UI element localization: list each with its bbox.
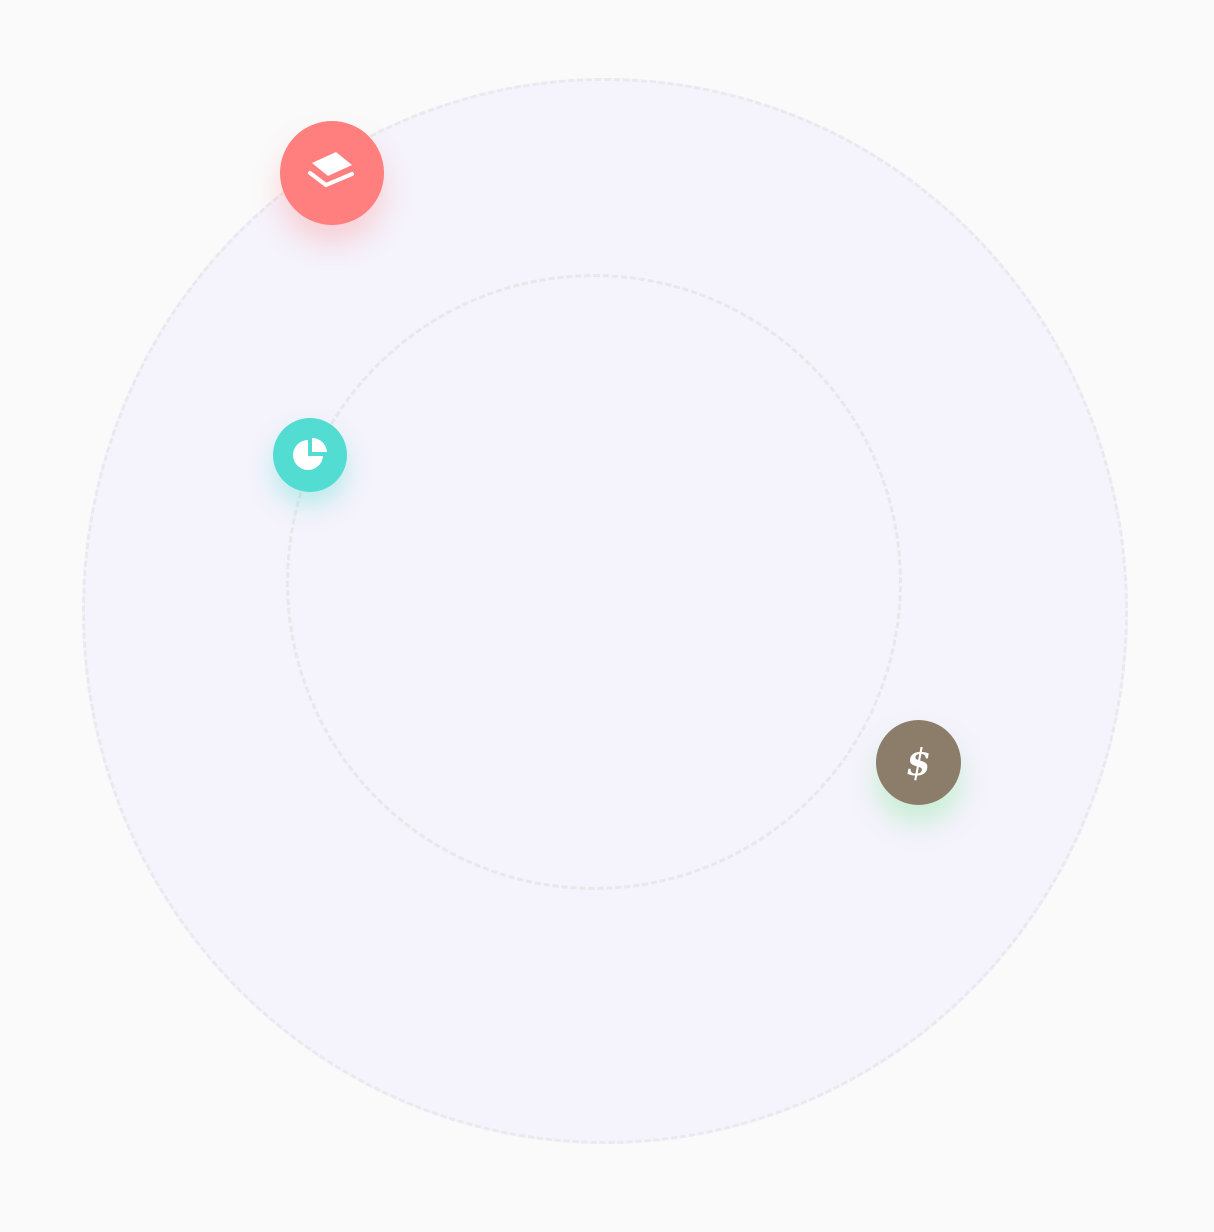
pie-chart-node <box>273 418 347 492</box>
pie-chart-icon <box>290 435 330 475</box>
layers-node <box>280 121 384 225</box>
dollar-node: $ <box>876 720 961 805</box>
dollar-icon: $ <box>905 741 932 784</box>
inner-orbit-ring <box>286 274 902 890</box>
layers-icon <box>306 147 358 199</box>
